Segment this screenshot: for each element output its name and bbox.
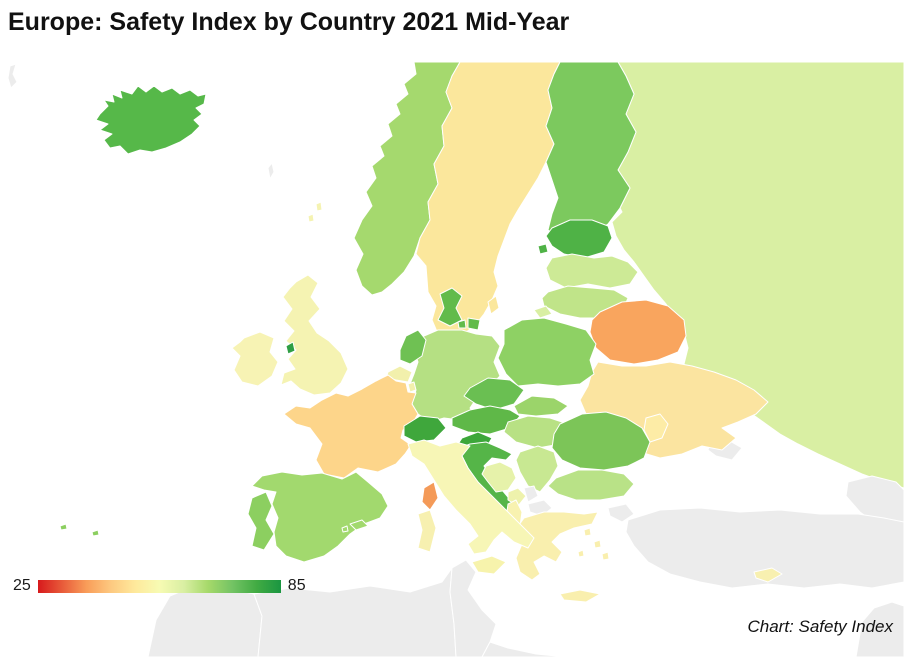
- country-poland[interactable]: [497, 317, 597, 387]
- country-uk-shetland[interactable]: [315, 201, 323, 212]
- country-latvia[interactable]: [545, 253, 639, 289]
- country-bosnia[interactable]: [481, 461, 517, 493]
- country-slovakia[interactable]: [513, 395, 569, 417]
- country-estonia[interactable]: [545, 219, 613, 259]
- country-libya[interactable]: [481, 641, 567, 657]
- country-azores[interactable]: [91, 529, 100, 537]
- map-area: [0, 62, 904, 657]
- country-greece[interactable]: [513, 511, 599, 581]
- country-ireland[interactable]: [231, 331, 279, 387]
- country-sweden-gotland[interactable]: [487, 295, 500, 315]
- country-cyprus[interactable]: [753, 567, 783, 583]
- country-greece-islands-1[interactable]: [583, 527, 592, 537]
- country-corsica[interactable]: [421, 481, 439, 511]
- country-portugal[interactable]: [247, 491, 275, 551]
- legend-gradient-bar: [37, 579, 281, 593]
- country-levant[interactable]: [855, 601, 904, 657]
- country-denmark-funen[interactable]: [457, 319, 467, 329]
- country-iceland[interactable]: [95, 85, 207, 155]
- country-united-kingdom[interactable]: [280, 274, 349, 396]
- country-belarus[interactable]: [589, 299, 687, 365]
- chart-source-caption: Chart: Safety Index: [747, 617, 893, 636]
- legend-min-label: 25: [13, 577, 31, 594]
- country-moldova[interactable]: [643, 413, 669, 443]
- europe-map: [0, 62, 904, 657]
- legend-max-label: 85: [287, 577, 306, 594]
- country-greece-islands-4[interactable]: [577, 549, 585, 558]
- country-italy[interactable]: [407, 439, 535, 555]
- country-uk-orkney[interactable]: [307, 213, 315, 223]
- country-faroe-islands[interactable]: [267, 162, 275, 180]
- country-netherlands[interactable]: [399, 329, 427, 365]
- country-crete[interactable]: [559, 589, 601, 603]
- country-sardinia[interactable]: [417, 509, 437, 553]
- country-madeira[interactable]: [59, 523, 68, 531]
- country-kaliningrad[interactable]: [533, 305, 553, 319]
- country-bulgaria[interactable]: [547, 469, 635, 501]
- color-legend: 25 85: [13, 577, 306, 595]
- country-turkey-thrace[interactable]: [607, 503, 635, 523]
- country-denmark[interactable]: [437, 287, 463, 327]
- country-czechia[interactable]: [463, 377, 525, 411]
- country-greece-islands-3[interactable]: [601, 551, 610, 561]
- country-estonia-saaremaa[interactable]: [537, 243, 549, 255]
- country-switzerland[interactable]: [403, 415, 447, 443]
- country-caucasus[interactable]: [845, 475, 904, 533]
- country-romania[interactable]: [551, 411, 651, 471]
- country-balearics[interactable]: [349, 519, 369, 531]
- country-balearics-ibiza[interactable]: [341, 525, 349, 533]
- country-jan-mayen[interactable]: [7, 63, 18, 89]
- country-turkey[interactable]: [625, 507, 904, 589]
- country-sicily[interactable]: [471, 555, 507, 575]
- country-luxembourg[interactable]: [407, 381, 417, 393]
- chart-title: Europe: Safety Index by Country 2021 Mid…: [8, 8, 570, 36]
- country-greece-islands-2[interactable]: [593, 539, 602, 549]
- country-denmark-zealand[interactable]: [467, 317, 481, 331]
- country-serbia[interactable]: [515, 445, 559, 493]
- country-isle-of-man[interactable]: [285, 341, 296, 355]
- country-kosovo[interactable]: [523, 485, 539, 503]
